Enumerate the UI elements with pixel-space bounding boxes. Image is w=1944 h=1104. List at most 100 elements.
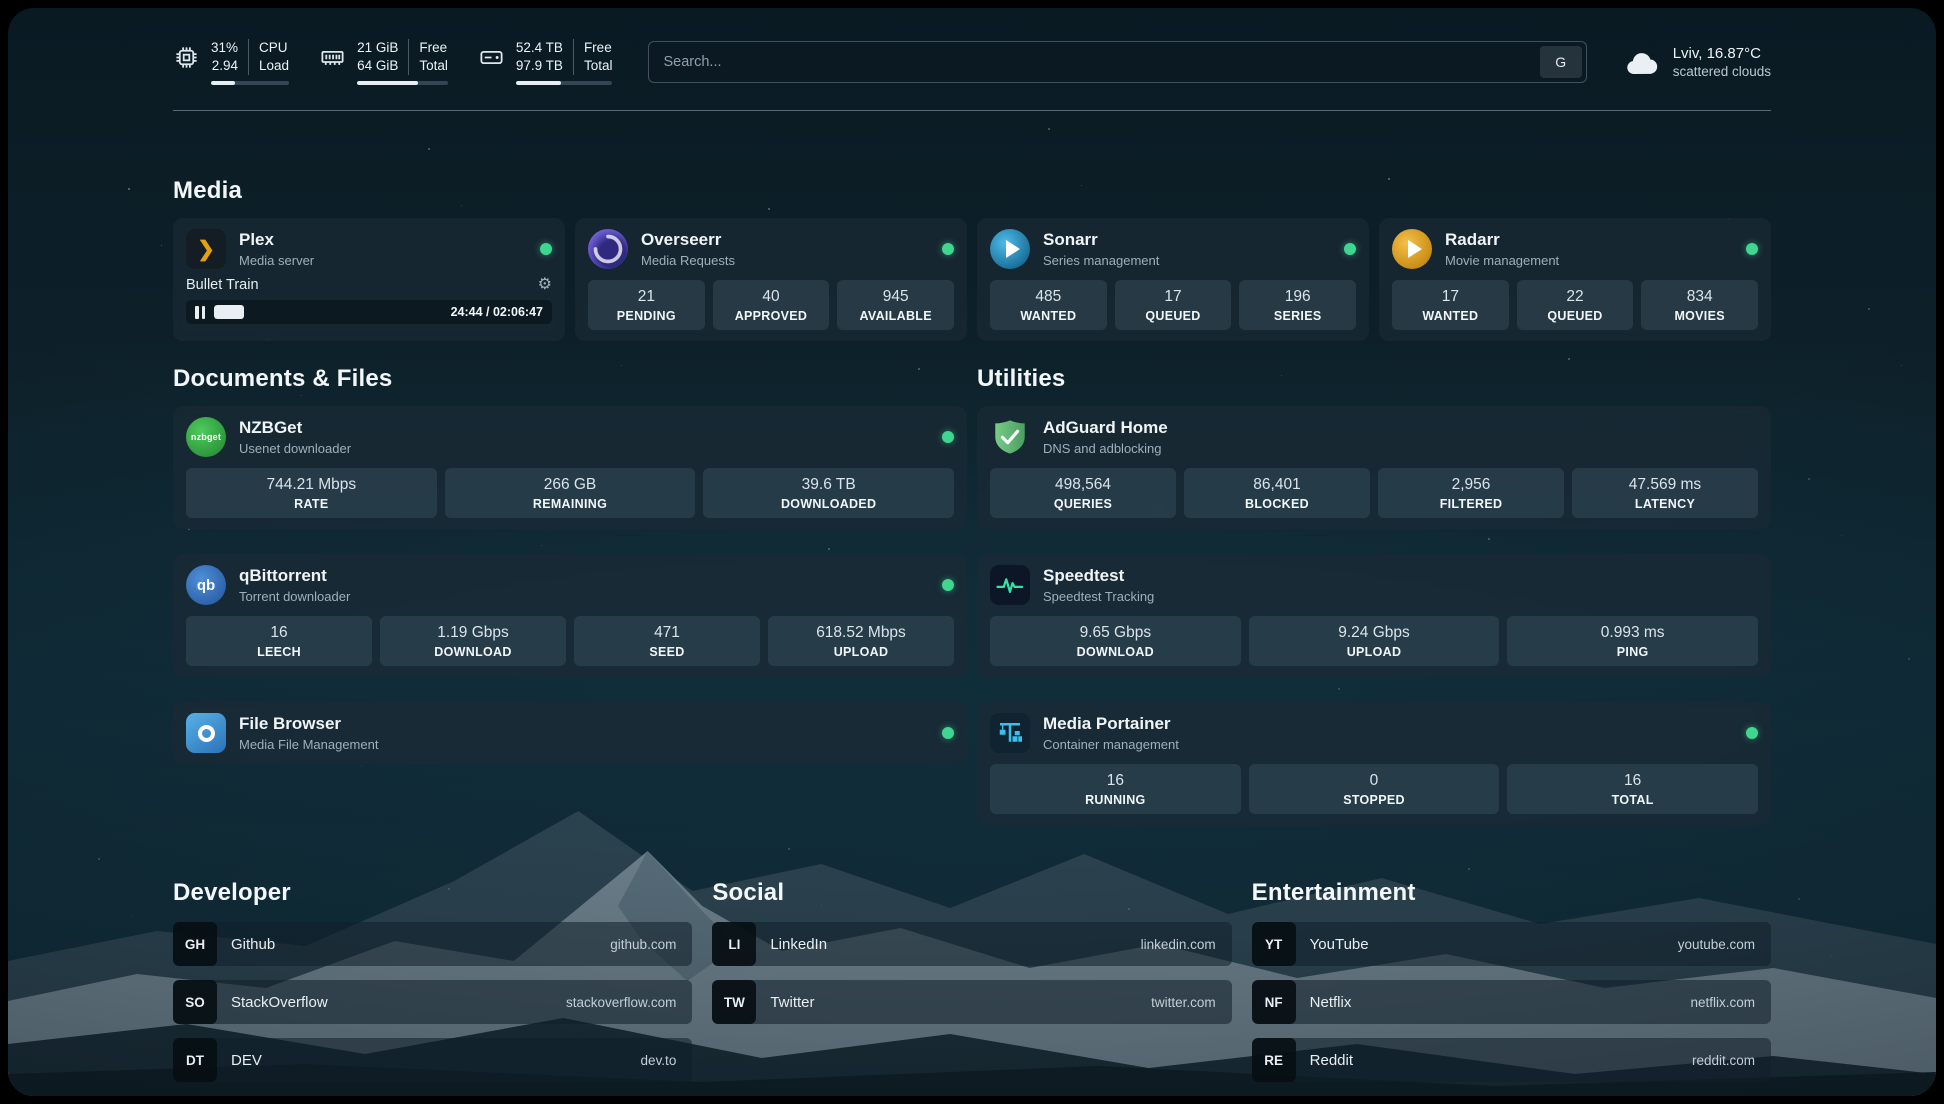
stat-label: DOWNLOADED [780, 497, 877, 511]
disk-widget: 52.4 TB 97.9 TB Free Total [478, 38, 613, 86]
search-engine-button[interactable]: G [1539, 46, 1582, 78]
netflix-icon: NF [1251, 980, 1296, 1024]
disk-free-value: 52.4 TB [515, 39, 563, 55]
app-link-qbittorrent[interactable]: qb qBittorrent Torrent downloader [186, 565, 954, 605]
stat-tile: 40 APPROVED [712, 280, 830, 330]
memory-free-label: Free [419, 39, 448, 55]
bookmark-name: YouTube [1309, 935, 1369, 953]
gear-icon[interactable]: ⚙ [537, 276, 552, 293]
github-icon: GH [173, 922, 217, 966]
stat-label: WANTED [1422, 309, 1479, 323]
stat-value: 47.569 ms [1628, 476, 1702, 493]
status-dot [1344, 243, 1356, 255]
stat-tile: 2,956 FILTERED [1378, 468, 1564, 518]
memory-widget: 21 GiB 64 GiB Free Total [319, 38, 448, 86]
playback-bar: 24:44 / 02:06:47 [186, 300, 552, 324]
app-name: AdGuard Home [1043, 417, 1168, 437]
bookmark-youtube[interactable]: YT YouTube youtube.com [1251, 922, 1771, 966]
stat-tile: 16 RUNNING [990, 764, 1241, 814]
stat-label: RUNNING [1085, 793, 1146, 807]
bookmark-name: Twitter [770, 993, 815, 1011]
bookmark-name: DEV [231, 1051, 262, 1069]
stat-value: 0 [1369, 772, 1379, 789]
app-link-nzbget[interactable]: nzbget NZBGet Usenet downloader [186, 417, 954, 457]
dashboard: 31% 2.94 CPU Load [8, 8, 1936, 1096]
stat-label: AVAILABLE [859, 309, 932, 323]
status-dot [1746, 243, 1758, 255]
social-column: Social LI LinkedIn linkedin.com TW Twitt… [712, 879, 1232, 1082]
cpu-percent: 31% [211, 39, 239, 55]
stat-value: 9.24 Gbps [1338, 624, 1410, 641]
dev-icon: DT [173, 1038, 217, 1082]
stat-value: 266 GB [543, 476, 597, 493]
stat-label: UPLOAD [1346, 645, 1402, 659]
pause-icon[interactable] [195, 305, 205, 319]
app-link-plex[interactable]: ❯ Plex Media server [186, 229, 552, 269]
app-link-sonarr[interactable]: Sonarr Series management [990, 229, 1356, 269]
bookmark-name: Netflix [1309, 993, 1352, 1011]
app-link-adguard[interactable]: AdGuard Home DNS and adblocking [990, 417, 1758, 457]
app-card-plex: ❯ Plex Media server Bullet Train ⚙ 24:44… [173, 218, 565, 341]
stat-tile: 834 MOVIES [1641, 280, 1758, 330]
portainer-icon [990, 713, 1030, 753]
search-input[interactable] [663, 54, 1540, 70]
app-link-speedtest[interactable]: Speedtest Speedtest Tracking [990, 565, 1758, 605]
sonarr-icon [990, 229, 1030, 269]
now-playing-title: Bullet Train [186, 277, 259, 293]
stat-label: SERIES [1273, 309, 1322, 323]
bookmark-twitter[interactable]: TW Twitter twitter.com [712, 980, 1232, 1024]
bookmark-github[interactable]: GH Github github.com [173, 922, 693, 966]
stat-tile: 17 QUEUED [1114, 280, 1232, 330]
section-title-utilities: Utilities [977, 365, 1066, 392]
app-description: Speedtest Tracking [1043, 589, 1155, 605]
app-description: Container management [1043, 737, 1179, 753]
playback-progress[interactable] [214, 305, 442, 319]
documents-column: Documents & Files nzbget NZBGet Usenet d… [173, 341, 967, 764]
stat-value: 16 [1106, 772, 1124, 789]
app-link-filebrowser[interactable]: File Browser Media File Management [186, 713, 954, 753]
stat-label: SEED [649, 645, 685, 659]
bookmark-reddit[interactable]: RE Reddit reddit.com [1251, 1038, 1771, 1082]
stats-row: 16 RUNNING 0 STOPPED 16 TOTAL [990, 764, 1758, 814]
stat-label: TOTAL [1611, 793, 1654, 807]
bookmark-domain: linkedin.com [1140, 936, 1216, 952]
stat-label: DOWNLOAD [1076, 645, 1155, 659]
app-link-portainer[interactable]: Media Portainer Container management [990, 713, 1758, 753]
stat-tile: 1.19 Gbps DOWNLOAD [380, 616, 566, 666]
app-link-radarr[interactable]: Radarr Movie management [1392, 229, 1758, 269]
stat-label: WANTED [1020, 309, 1077, 323]
stat-value: 618.52 Mbps [816, 624, 906, 641]
developer-column: Developer GH Github github.com SO StackO… [173, 879, 693, 1082]
utilities-column: Utilities [977, 341, 1771, 825]
bookmark-netflix[interactable]: NF Netflix netflix.com [1251, 980, 1771, 1024]
memory-total-value: 64 GiB [357, 58, 399, 73]
status-dot [942, 431, 954, 443]
bookmark-domain: github.com [610, 936, 677, 952]
stats-row: 9.65 Gbps DOWNLOAD 9.24 Gbps UPLOAD 0.99… [990, 616, 1758, 666]
crane-icon [999, 723, 1022, 742]
app-name: Media Portainer [1043, 713, 1171, 733]
stat-value: 86,401 [1253, 476, 1301, 493]
bookmark-name: StackOverflow [231, 993, 328, 1011]
media-cards-row: ❯ Plex Media server Bullet Train ⚙ 24:44… [173, 218, 1771, 341]
stat-label: PING [1616, 645, 1649, 659]
bookmark-linkedin[interactable]: LI LinkedIn linkedin.com [712, 922, 1232, 966]
status-dot [942, 727, 954, 739]
stat-tile: 9.24 Gbps UPLOAD [1248, 616, 1500, 666]
stats-row: 17 WANTED 22 QUEUED 834 MOVIES [1392, 280, 1758, 330]
entertainment-column: Entertainment YT YouTube youtube.com NF … [1251, 879, 1771, 1082]
stat-value: 945 [882, 288, 909, 305]
bookmark-dev[interactable]: DT DEV dev.to [173, 1038, 693, 1082]
app-link-overseerr[interactable]: Overseerr Media Requests [588, 229, 954, 269]
app-card-overseerr: Overseerr Media Requests 21 PENDING 40 A… [575, 218, 967, 341]
cpu-progress-bar [211, 81, 290, 86]
play-glyph [1407, 240, 1422, 258]
bookmark-stackoverflow[interactable]: SO StackOverflow stackoverflow.com [173, 980, 693, 1024]
adguard-icon [990, 417, 1030, 457]
weather-widget: Lviv, 16.87°C scattered clouds [1623, 45, 1771, 79]
stat-tile: 485 WANTED [990, 280, 1107, 330]
stats-row: 485 WANTED 17 QUEUED 196 SERIES [990, 280, 1356, 330]
disk-total-value: 97.9 TB [515, 58, 563, 73]
stat-label: LEECH [257, 645, 301, 659]
stat-value: 744.21 Mbps [266, 476, 357, 493]
